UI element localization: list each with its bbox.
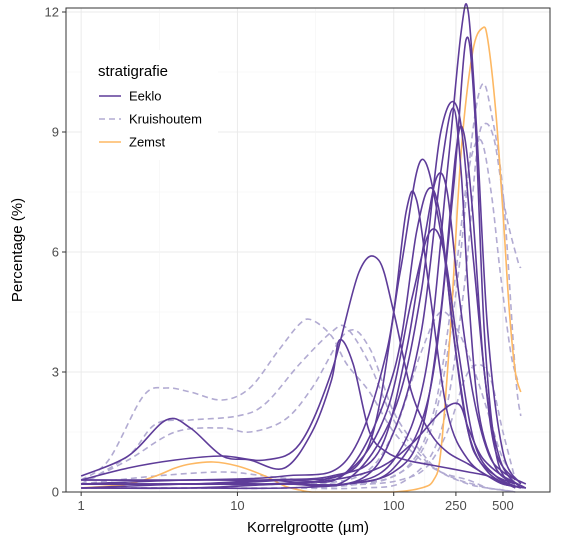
series-line-zemst xyxy=(81,26,522,493)
legend-label: Zemst xyxy=(129,135,166,150)
legend-entry: Eeklo xyxy=(99,89,162,104)
series-line-eeklo xyxy=(81,125,522,490)
legend-entry: Kruishoutem xyxy=(99,112,202,127)
y-tick-label: 6 xyxy=(52,245,59,260)
y-tick-label: 0 xyxy=(52,485,59,500)
y-tick-label: 12 xyxy=(45,5,59,20)
legend-entries: Eeklo Kruishoutem Zemst xyxy=(99,89,202,150)
x-tick-label: 500 xyxy=(492,498,514,513)
x-tick-label: 1 xyxy=(78,498,85,513)
x-tick-label: 250 xyxy=(445,498,467,513)
y-tick-label: 3 xyxy=(52,365,59,380)
series-line-eeklo xyxy=(80,338,526,489)
series-line-eeklo xyxy=(81,228,522,489)
x-tick-label: 100 xyxy=(383,498,405,513)
y-axis: 0 3 6 9 12 xyxy=(45,5,66,500)
y-tick-label: 9 xyxy=(52,125,59,140)
series-line-eeklo xyxy=(81,402,527,489)
series-line-eeklo xyxy=(81,172,527,486)
series-line-kruishoutem xyxy=(80,318,516,493)
x-tick-label: 10 xyxy=(230,498,244,513)
series-line-eeklo xyxy=(80,255,526,489)
legend-label: Eeklo xyxy=(129,89,162,104)
y-axis-title: Percentage (%) xyxy=(9,198,26,302)
legend: stratigrafie Eeklo Kruishoutem Zemst xyxy=(82,50,218,160)
x-axis: 1 10 100 250 500 xyxy=(78,492,514,513)
series-line-eeklo xyxy=(81,190,522,489)
panel-border xyxy=(65,7,551,493)
legend-label: Kruishoutem xyxy=(129,112,202,127)
series-line-kruishoutem xyxy=(81,363,517,486)
legend-entry: Zemst xyxy=(99,135,166,150)
legend-title: stratigrafie xyxy=(98,63,168,80)
x-axis-title: Korrelgrootte (µm) xyxy=(247,519,369,536)
series-layer xyxy=(80,3,527,493)
